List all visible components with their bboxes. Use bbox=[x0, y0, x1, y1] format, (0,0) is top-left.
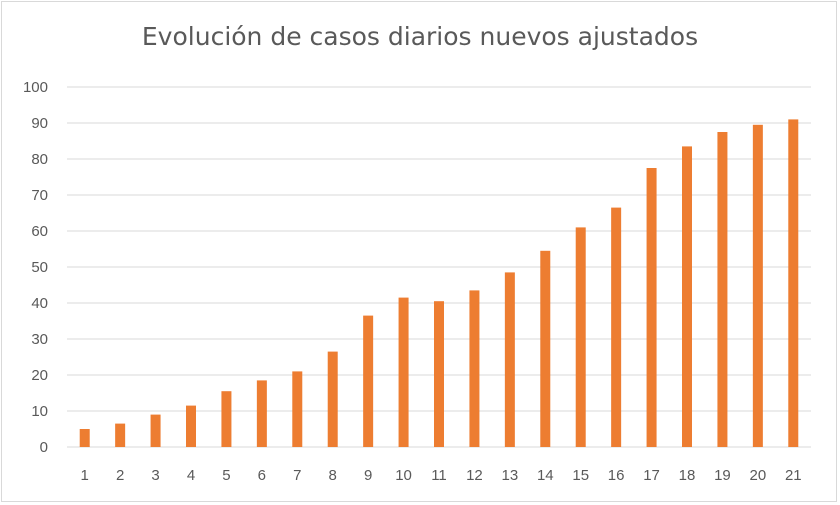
y-tick-label: 80 bbox=[31, 151, 48, 168]
y-tick-label: 50 bbox=[31, 259, 48, 276]
y-tick-label: 60 bbox=[31, 223, 48, 240]
bar-4 bbox=[186, 405, 196, 447]
bar-3 bbox=[150, 414, 161, 447]
bar-8 bbox=[327, 351, 338, 447]
bar-10 bbox=[398, 297, 409, 447]
x-tick-label: 3 bbox=[151, 467, 159, 484]
y-tick-label: 100 bbox=[23, 79, 48, 96]
x-tick-label: 6 bbox=[258, 467, 266, 484]
bar-1 bbox=[79, 429, 90, 447]
bar-21 bbox=[788, 119, 799, 448]
chart-title: Evolución de casos diarios nuevos ajusta… bbox=[141, 22, 699, 51]
bar-14 bbox=[540, 250, 551, 447]
bar-9 bbox=[363, 315, 374, 447]
bar-7 bbox=[292, 371, 303, 447]
bar-18 bbox=[682, 146, 692, 447]
x-tick-label: 10 bbox=[395, 467, 412, 484]
bar-2 bbox=[115, 423, 126, 447]
bar-16 bbox=[611, 207, 622, 447]
x-tick-label: 1 bbox=[81, 467, 89, 484]
x-axis-tick-labels: 1 2 3 4 5 6 7 8 9 10 11 12 13 14 15 16 17 18 19 20 21 bbox=[81, 467, 802, 484]
bar-17 bbox=[646, 168, 657, 447]
y-tick-label: 0 bbox=[40, 439, 48, 456]
y-tick-label: 30 bbox=[31, 331, 48, 348]
bar-20 bbox=[752, 124, 763, 448]
x-tick-label: 20 bbox=[750, 467, 767, 484]
x-tick-label: 21 bbox=[785, 467, 802, 484]
y-tick-label: 20 bbox=[31, 367, 48, 384]
y-tick-label: 70 bbox=[31, 187, 48, 204]
x-tick-label: 16 bbox=[608, 467, 625, 484]
x-tick-label: 8 bbox=[329, 467, 337, 484]
x-tick-label: 9 bbox=[364, 467, 372, 484]
x-tick-label: 2 bbox=[116, 467, 124, 484]
y-tick-label: 90 bbox=[31, 115, 48, 132]
bar-15 bbox=[575, 227, 586, 447]
x-tick-label: 19 bbox=[714, 467, 731, 484]
x-tick-label: 5 bbox=[222, 467, 230, 484]
bar-5 bbox=[221, 391, 232, 447]
bars bbox=[79, 119, 799, 448]
y-axis-tick-labels: 0 10 20 30 40 50 60 70 80 90 100 bbox=[23, 79, 48, 456]
bar-12 bbox=[469, 290, 480, 447]
y-tick-label: 10 bbox=[31, 403, 48, 420]
bar-19 bbox=[717, 132, 728, 447]
x-tick-label: 15 bbox=[572, 467, 589, 484]
y-tick-label: 40 bbox=[31, 295, 48, 312]
bar-13 bbox=[504, 272, 515, 447]
x-tick-label: 11 bbox=[431, 467, 447, 484]
x-tick-label: 17 bbox=[643, 467, 660, 484]
bar-11 bbox=[434, 301, 444, 447]
x-tick-label: 13 bbox=[502, 467, 519, 484]
x-tick-label: 4 bbox=[187, 467, 195, 484]
x-tick-label: 12 bbox=[466, 467, 483, 484]
x-tick-label: 7 bbox=[293, 467, 301, 484]
x-tick-label: 14 bbox=[537, 467, 554, 484]
x-tick-label: 18 bbox=[679, 467, 696, 484]
bar-6 bbox=[256, 380, 267, 447]
